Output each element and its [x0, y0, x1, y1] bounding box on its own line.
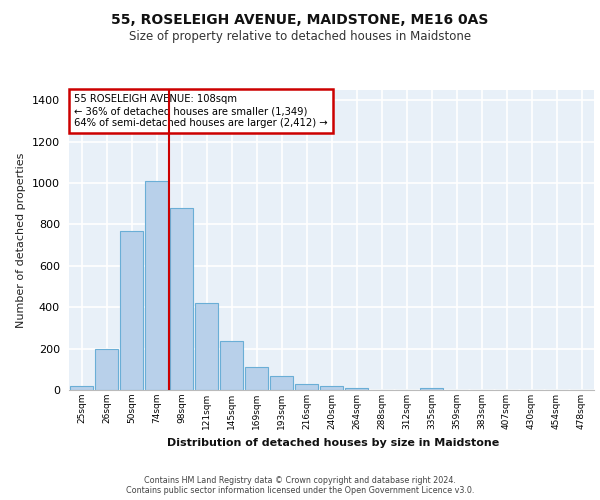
Bar	[220, 342, 244, 390]
Bar	[95, 348, 118, 390]
Bar	[419, 388, 443, 390]
Bar	[145, 181, 169, 390]
Text: Contains HM Land Registry data © Crown copyright and database right 2024.
Contai: Contains HM Land Registry data © Crown c…	[126, 476, 474, 495]
Y-axis label: Number of detached properties: Number of detached properties	[16, 152, 26, 328]
Text: Size of property relative to detached houses in Maidstone: Size of property relative to detached ho…	[129, 30, 471, 43]
Bar	[119, 230, 143, 390]
Bar	[269, 376, 293, 390]
Bar	[320, 386, 343, 390]
Bar	[70, 386, 94, 390]
Text: Distribution of detached houses by size in Maidstone: Distribution of detached houses by size …	[167, 438, 499, 448]
Bar	[170, 208, 193, 390]
Text: 55, ROSELEIGH AVENUE, MAIDSTONE, ME16 0AS: 55, ROSELEIGH AVENUE, MAIDSTONE, ME16 0A…	[112, 12, 488, 26]
Bar	[295, 384, 319, 390]
Bar	[344, 388, 368, 390]
Bar	[245, 367, 268, 390]
Text: 55 ROSELEIGH AVENUE: 108sqm
← 36% of detached houses are smaller (1,349)
64% of : 55 ROSELEIGH AVENUE: 108sqm ← 36% of det…	[74, 94, 328, 128]
Bar	[194, 303, 218, 390]
